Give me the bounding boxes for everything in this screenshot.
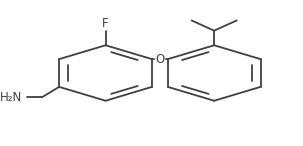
Text: F: F: [102, 17, 109, 30]
Text: H₂N: H₂N: [0, 91, 22, 104]
Text: O: O: [155, 53, 165, 66]
